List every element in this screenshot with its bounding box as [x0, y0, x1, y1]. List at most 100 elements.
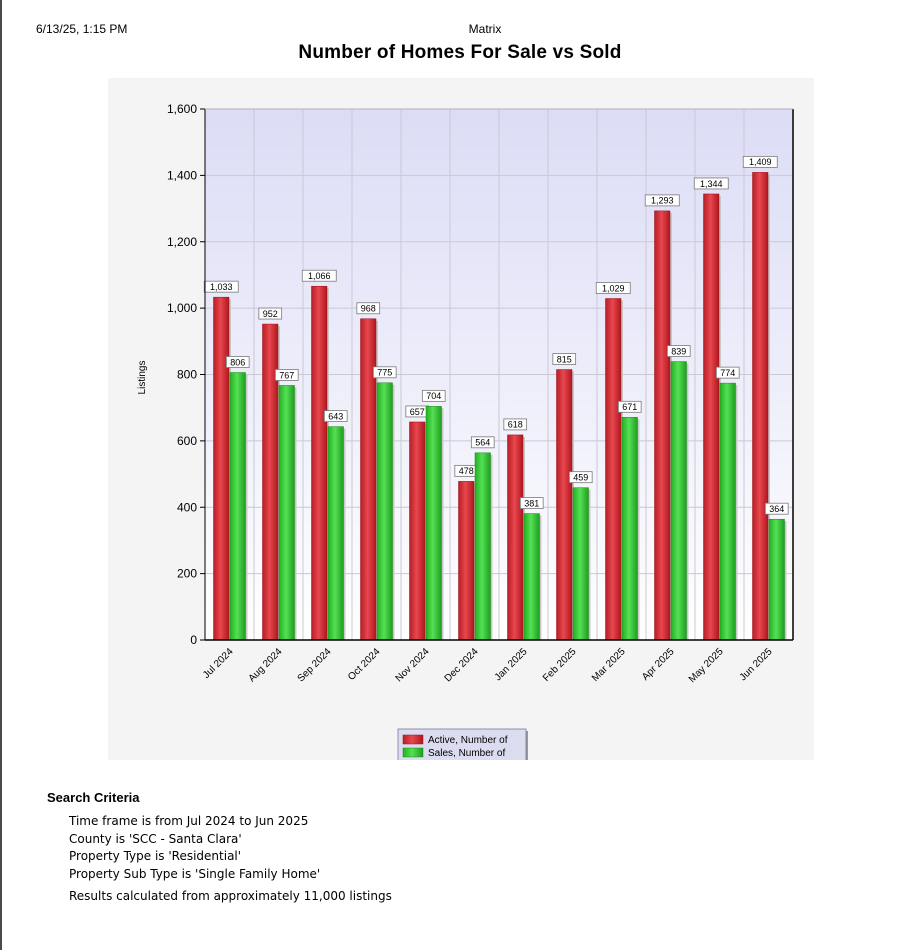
legend-label: Sales, Number of — [428, 748, 505, 759]
sales-bar — [768, 518, 785, 641]
active-bar-data-label: 1,066 — [308, 271, 331, 281]
sales-bar-data-label: 704 — [426, 391, 441, 401]
y-tick-label: 1,400 — [167, 168, 197, 182]
active-bar — [605, 298, 622, 641]
sales-bar-label-box — [225, 356, 250, 368]
sales-bar — [278, 385, 295, 641]
sales-bar — [229, 372, 246, 641]
chart-title: Number of Homes For Sale vs Sold — [298, 42, 622, 63]
x-tick-label: Jan 2025 — [493, 646, 530, 683]
criteria-timeframe: Time frame is from Jul 2024 to Jun 2025 — [69, 814, 309, 828]
sales-bar-data-label: 839 — [671, 346, 686, 356]
active-bar-label-box — [503, 418, 528, 431]
active-bar-label-box — [203, 280, 239, 293]
x-tick-label: May 2025 — [687, 646, 726, 685]
active-bar-data-label: 815 — [557, 354, 572, 364]
sales-bar-label-box — [421, 389, 446, 402]
active-bar-data-label: 657 — [410, 407, 425, 417]
active-bar-data-label: 1,293 — [651, 196, 674, 206]
sales-bar-data-label: 381 — [524, 498, 539, 508]
active-bar-data-label: 478 — [459, 466, 474, 476]
active-bar-label-box — [356, 302, 381, 315]
sales-bar-data-label: 775 — [377, 368, 392, 378]
sales-bar — [376, 382, 393, 641]
page-left-border — [0, 0, 2, 950]
criteria-property-subtype: Property Sub Type is 'Single Family Home… — [69, 866, 321, 881]
sales-bar — [327, 426, 344, 641]
sales-bar — [474, 452, 491, 641]
y-tick-label: 1,000 — [167, 301, 197, 315]
sales-bar-data-label: 364 — [769, 504, 784, 514]
y-tick-label: 400 — [177, 500, 197, 514]
sales-bar — [670, 361, 687, 641]
active-bar-label-box — [595, 282, 631, 294]
y-tick-label: 800 — [177, 368, 197, 382]
sales-bar-label-box — [519, 497, 544, 509]
sales-bar-label-box — [274, 369, 299, 381]
search-criteria-list: Time frame is from Jul 2024 to Jun 2025 … — [69, 813, 392, 906]
active-bar-label-box — [742, 155, 778, 168]
active-bar — [507, 434, 524, 641]
active-bar-label-box — [644, 194, 680, 207]
sales-bar — [425, 406, 442, 641]
sales-bar — [523, 513, 540, 641]
criteria-property-type: Property Type is 'Residential' — [69, 849, 242, 863]
active-bar-data-label: 1,033 — [210, 282, 233, 292]
y-tick-label: 1,200 — [167, 235, 197, 249]
active-bar-data-label: 1,344 — [700, 179, 723, 189]
y-axis-title: Listings — [137, 361, 148, 395]
sales-bar — [719, 382, 736, 641]
sales-bar-label-box — [372, 366, 397, 379]
active-bar — [752, 172, 769, 641]
active-bar — [703, 193, 720, 641]
legend-label: Active, Number of — [428, 735, 508, 746]
active-bar-data-label: 1,409 — [749, 157, 772, 167]
x-tick-label: Sep 2024 — [296, 646, 334, 684]
sales-bar-label-box — [617, 400, 642, 413]
active-bar — [654, 210, 671, 641]
active-bar — [409, 421, 426, 641]
sales-bar-data-label: 774 — [720, 368, 735, 378]
x-tick-label: Feb 2025 — [541, 646, 579, 684]
x-tick-label: Jun 2025 — [738, 646, 775, 683]
x-tick-label: Nov 2024 — [394, 646, 432, 684]
active-bar-data-label: 968 — [361, 304, 376, 314]
sales-bar-label-box — [323, 410, 348, 423]
search-criteria-title: Search Criteria — [47, 790, 140, 805]
active-bar — [556, 369, 573, 641]
active-bar-data-label: 952 — [263, 309, 278, 319]
sales-bar — [572, 487, 589, 641]
active-bar-data-label: 618 — [508, 420, 523, 430]
x-tick-label: Dec 2024 — [443, 646, 481, 684]
sales-bar-data-label: 643 — [328, 411, 343, 421]
sales-bar-data-label: 767 — [279, 370, 294, 380]
active-bar-label-box — [301, 269, 337, 282]
y-tick-label: 1,600 — [167, 102, 197, 116]
x-tick-label: Mar 2025 — [590, 646, 628, 684]
sales-bar-label-box — [715, 366, 740, 379]
chart-panel: 0 200 400 600 800 1,000 1,200 1,400 1,600 1,033 80… — [108, 78, 814, 760]
active-bar — [458, 481, 475, 641]
active-bar — [213, 296, 230, 641]
x-tick-label: Aug 2024 — [247, 646, 285, 684]
sales-bar-data-label: 564 — [475, 438, 490, 448]
x-tick-label: Apr 2025 — [640, 646, 677, 683]
active-bar-data-label: 1,029 — [602, 283, 625, 293]
app-name: Matrix — [468, 22, 502, 36]
active-bar-label-box — [258, 307, 283, 320]
criteria-county: County is 'SCC - Santa Clara' — [69, 831, 242, 846]
legend-swatch — [402, 734, 424, 745]
sales-bar-label-box — [666, 345, 691, 357]
sales-bar-label-box — [764, 502, 789, 515]
sales-bar — [621, 417, 638, 641]
print-timestamp: 6/13/25, 1:15 PM — [36, 22, 128, 36]
sales-bar-label-box — [568, 471, 593, 484]
legend-swatch — [402, 747, 424, 758]
y-tick-label: 200 — [177, 567, 197, 581]
active-bar-label-box — [552, 353, 577, 365]
bar-chart: 0 200 400 600 800 1,000 1,200 1,400 1,600 1,033 80… — [137, 102, 794, 760]
y-tick-label: 600 — [177, 434, 197, 448]
x-tick-label: Jul 2024 — [201, 646, 236, 681]
sales-bar-label-box — [470, 436, 495, 449]
criteria-results-note: Results calculated from approximately 11… — [69, 889, 392, 903]
